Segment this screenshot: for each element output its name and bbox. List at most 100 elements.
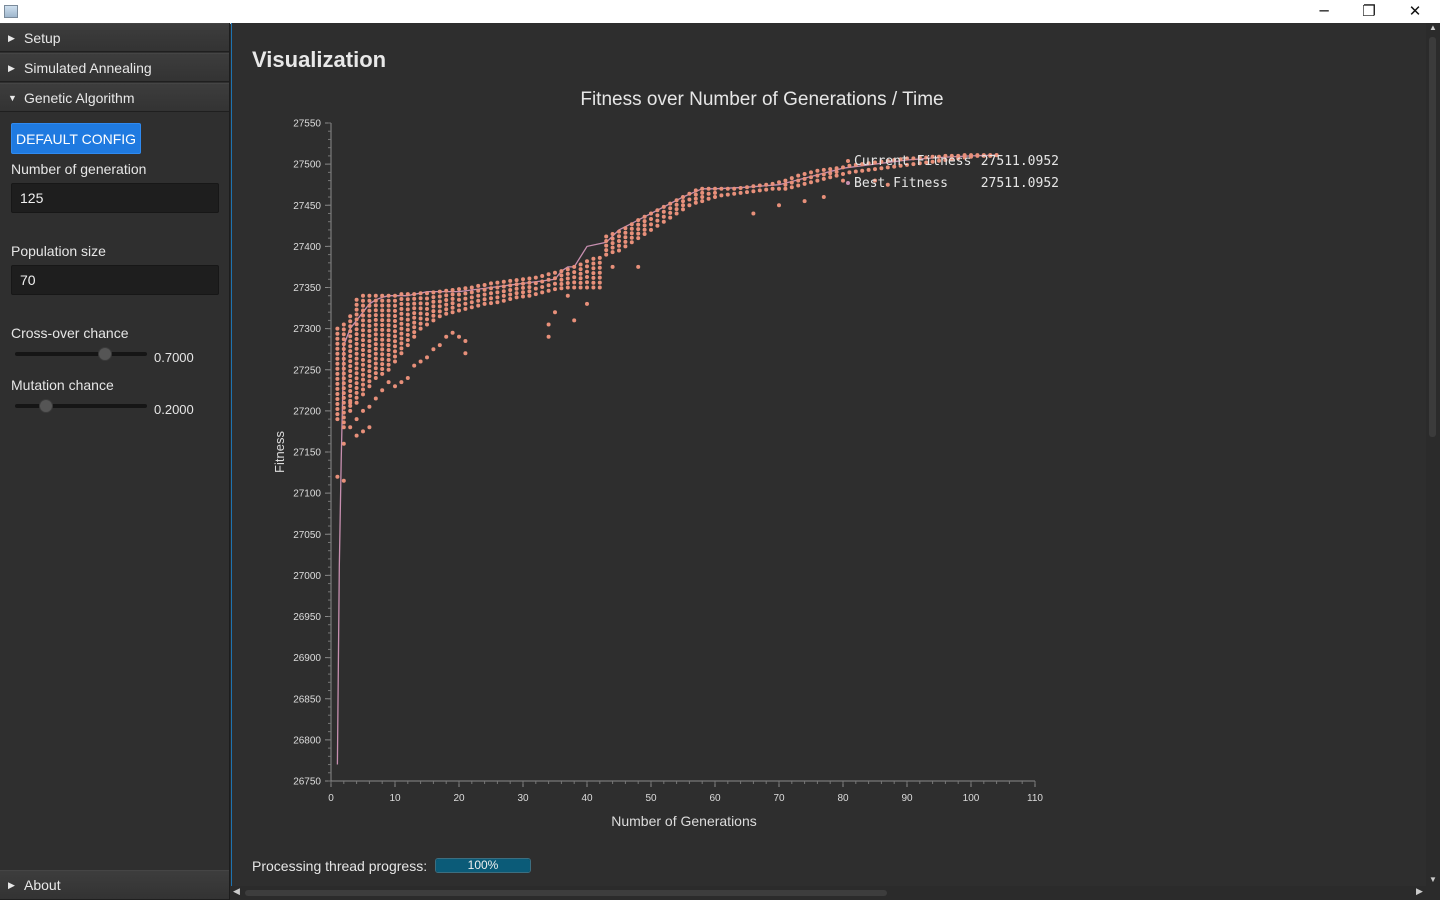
current-fitness-point: [661, 209, 666, 214]
default-config-button[interactable]: DEFAULT CONFIG: [11, 123, 141, 154]
current-fitness-point: [380, 388, 385, 393]
current-fitness-point: [597, 270, 602, 275]
scroll-right-icon[interactable]: ▶: [1416, 886, 1423, 896]
current-fitness-point: [450, 301, 455, 306]
current-fitness-point: [354, 371, 359, 376]
current-fitness-point: [527, 280, 532, 285]
current-fitness-point: [866, 161, 871, 166]
current-fitness-point: [751, 184, 756, 189]
current-fitness-point: [380, 362, 385, 367]
accordion-genetic-algorithm[interactable]: ▼ Genetic Algorithm: [0, 83, 229, 112]
current-fitness-point: [373, 332, 378, 337]
current-fitness-point: [572, 280, 577, 285]
slider-thumb[interactable]: [38, 399, 53, 413]
current-fitness-point: [610, 241, 615, 246]
scroll-thumb[interactable]: [1429, 37, 1436, 437]
current-fitness-point: [367, 318, 372, 323]
current-fitness-point: [821, 195, 826, 199]
current-fitness-point: [354, 297, 359, 302]
current-fitness-point: [348, 324, 353, 329]
close-button[interactable]: ✕: [1408, 2, 1422, 20]
current-fitness-point: [399, 351, 404, 356]
current-fitness-point: [527, 289, 532, 294]
current-fitness-point: [361, 343, 365, 348]
accordion-about[interactable]: ▶ About: [0, 870, 229, 900]
restore-button[interactable]: ❐: [1362, 2, 1376, 20]
current-fitness-point: [623, 239, 628, 244]
current-fitness-point: [386, 328, 391, 333]
x-tick-label: 80: [837, 793, 849, 804]
generations-input[interactable]: 125: [11, 183, 219, 213]
best-fitness-line: [336, 154, 997, 765]
current-fitness-point: [367, 339, 372, 343]
current-fitness-point: [348, 329, 353, 334]
mutation-slider[interactable]: [15, 399, 147, 413]
current-fitness-point: [674, 202, 679, 207]
current-fitness-point: [393, 293, 397, 298]
triangle-right-icon: ▶: [8, 880, 15, 890]
minimize-button[interactable]: ─: [1319, 2, 1329, 20]
current-fitness-point: [335, 361, 340, 366]
current-fitness-point: [361, 382, 365, 387]
current-fitness-point: [431, 347, 436, 352]
accordion-simulated-annealing[interactable]: ▶ Simulated Annealing: [0, 53, 229, 82]
current-fitness-point: [361, 392, 365, 397]
current-fitness-point: [412, 320, 417, 325]
legend-series-value: 27511.0952: [981, 154, 1059, 169]
current-fitness-point: [911, 162, 916, 167]
current-fitness-point: [469, 300, 474, 305]
current-fitness-point: [373, 356, 378, 361]
current-fitness-point: [373, 361, 378, 366]
current-fitness-point: [655, 218, 660, 223]
current-fitness-point: [341, 342, 346, 347]
current-fitness-point: [335, 474, 340, 479]
slider-thumb[interactable]: [97, 347, 112, 361]
crossover-slider[interactable]: [15, 347, 147, 361]
page-title: Visualization: [252, 47, 387, 72]
current-fitness-point: [981, 153, 986, 158]
current-fitness-point: [642, 214, 647, 219]
current-fitness-point: [367, 344, 372, 348]
current-fitness-point: [629, 226, 634, 231]
current-fitness-point: [617, 234, 621, 239]
current-fitness-point: [649, 227, 653, 232]
current-fitness-point: [450, 292, 455, 297]
current-fitness-point: [335, 356, 340, 361]
current-fitness-point: [585, 285, 589, 290]
triangle-down-icon: ▼: [8, 93, 17, 103]
current-fitness-point: [476, 293, 481, 298]
current-fitness-point: [399, 331, 404, 336]
current-fitness-point: [367, 369, 372, 374]
current-fitness-point: [693, 192, 698, 197]
current-fitness-point: [521, 294, 525, 299]
vertical-scrollbar[interactable]: ▲ ▼: [1426, 23, 1440, 886]
current-fitness-point: [361, 318, 365, 323]
current-fitness-point: [354, 341, 359, 346]
current-fitness-point: [879, 166, 884, 171]
current-fitness-point: [354, 356, 359, 361]
current-fitness-point: [911, 156, 916, 161]
current-fitness-point: [418, 359, 423, 364]
scroll-down-icon[interactable]: ▼: [1429, 875, 1437, 884]
current-fitness-point: [380, 371, 385, 376]
current-fitness-point: [386, 298, 391, 303]
current-fitness-point: [380, 293, 385, 298]
population-input[interactable]: 70: [11, 265, 219, 295]
current-fitness-point: [412, 292, 417, 297]
accordion-setup[interactable]: ▶ Setup: [0, 23, 229, 52]
current-fitness-point: [873, 178, 877, 183]
horizontal-scrollbar[interactable]: ◀ ▶: [231, 886, 1426, 900]
scroll-thumb[interactable]: [245, 890, 887, 896]
current-fitness-point: [629, 235, 634, 240]
current-fitness-point: [777, 180, 781, 185]
current-fitness-point: [559, 282, 564, 286]
current-fitness-point: [501, 293, 506, 298]
current-fitness-point: [335, 417, 340, 422]
current-fitness-point: [495, 280, 500, 285]
scroll-left-icon[interactable]: ◀: [233, 886, 240, 896]
scroll-up-icon[interactable]: ▲: [1429, 23, 1437, 32]
current-fitness-point: [373, 298, 378, 303]
chart-title: Fitness over Number of Generations / Tim…: [580, 89, 943, 110]
current-fitness-point: [751, 211, 756, 216]
current-fitness-point: [335, 336, 340, 341]
